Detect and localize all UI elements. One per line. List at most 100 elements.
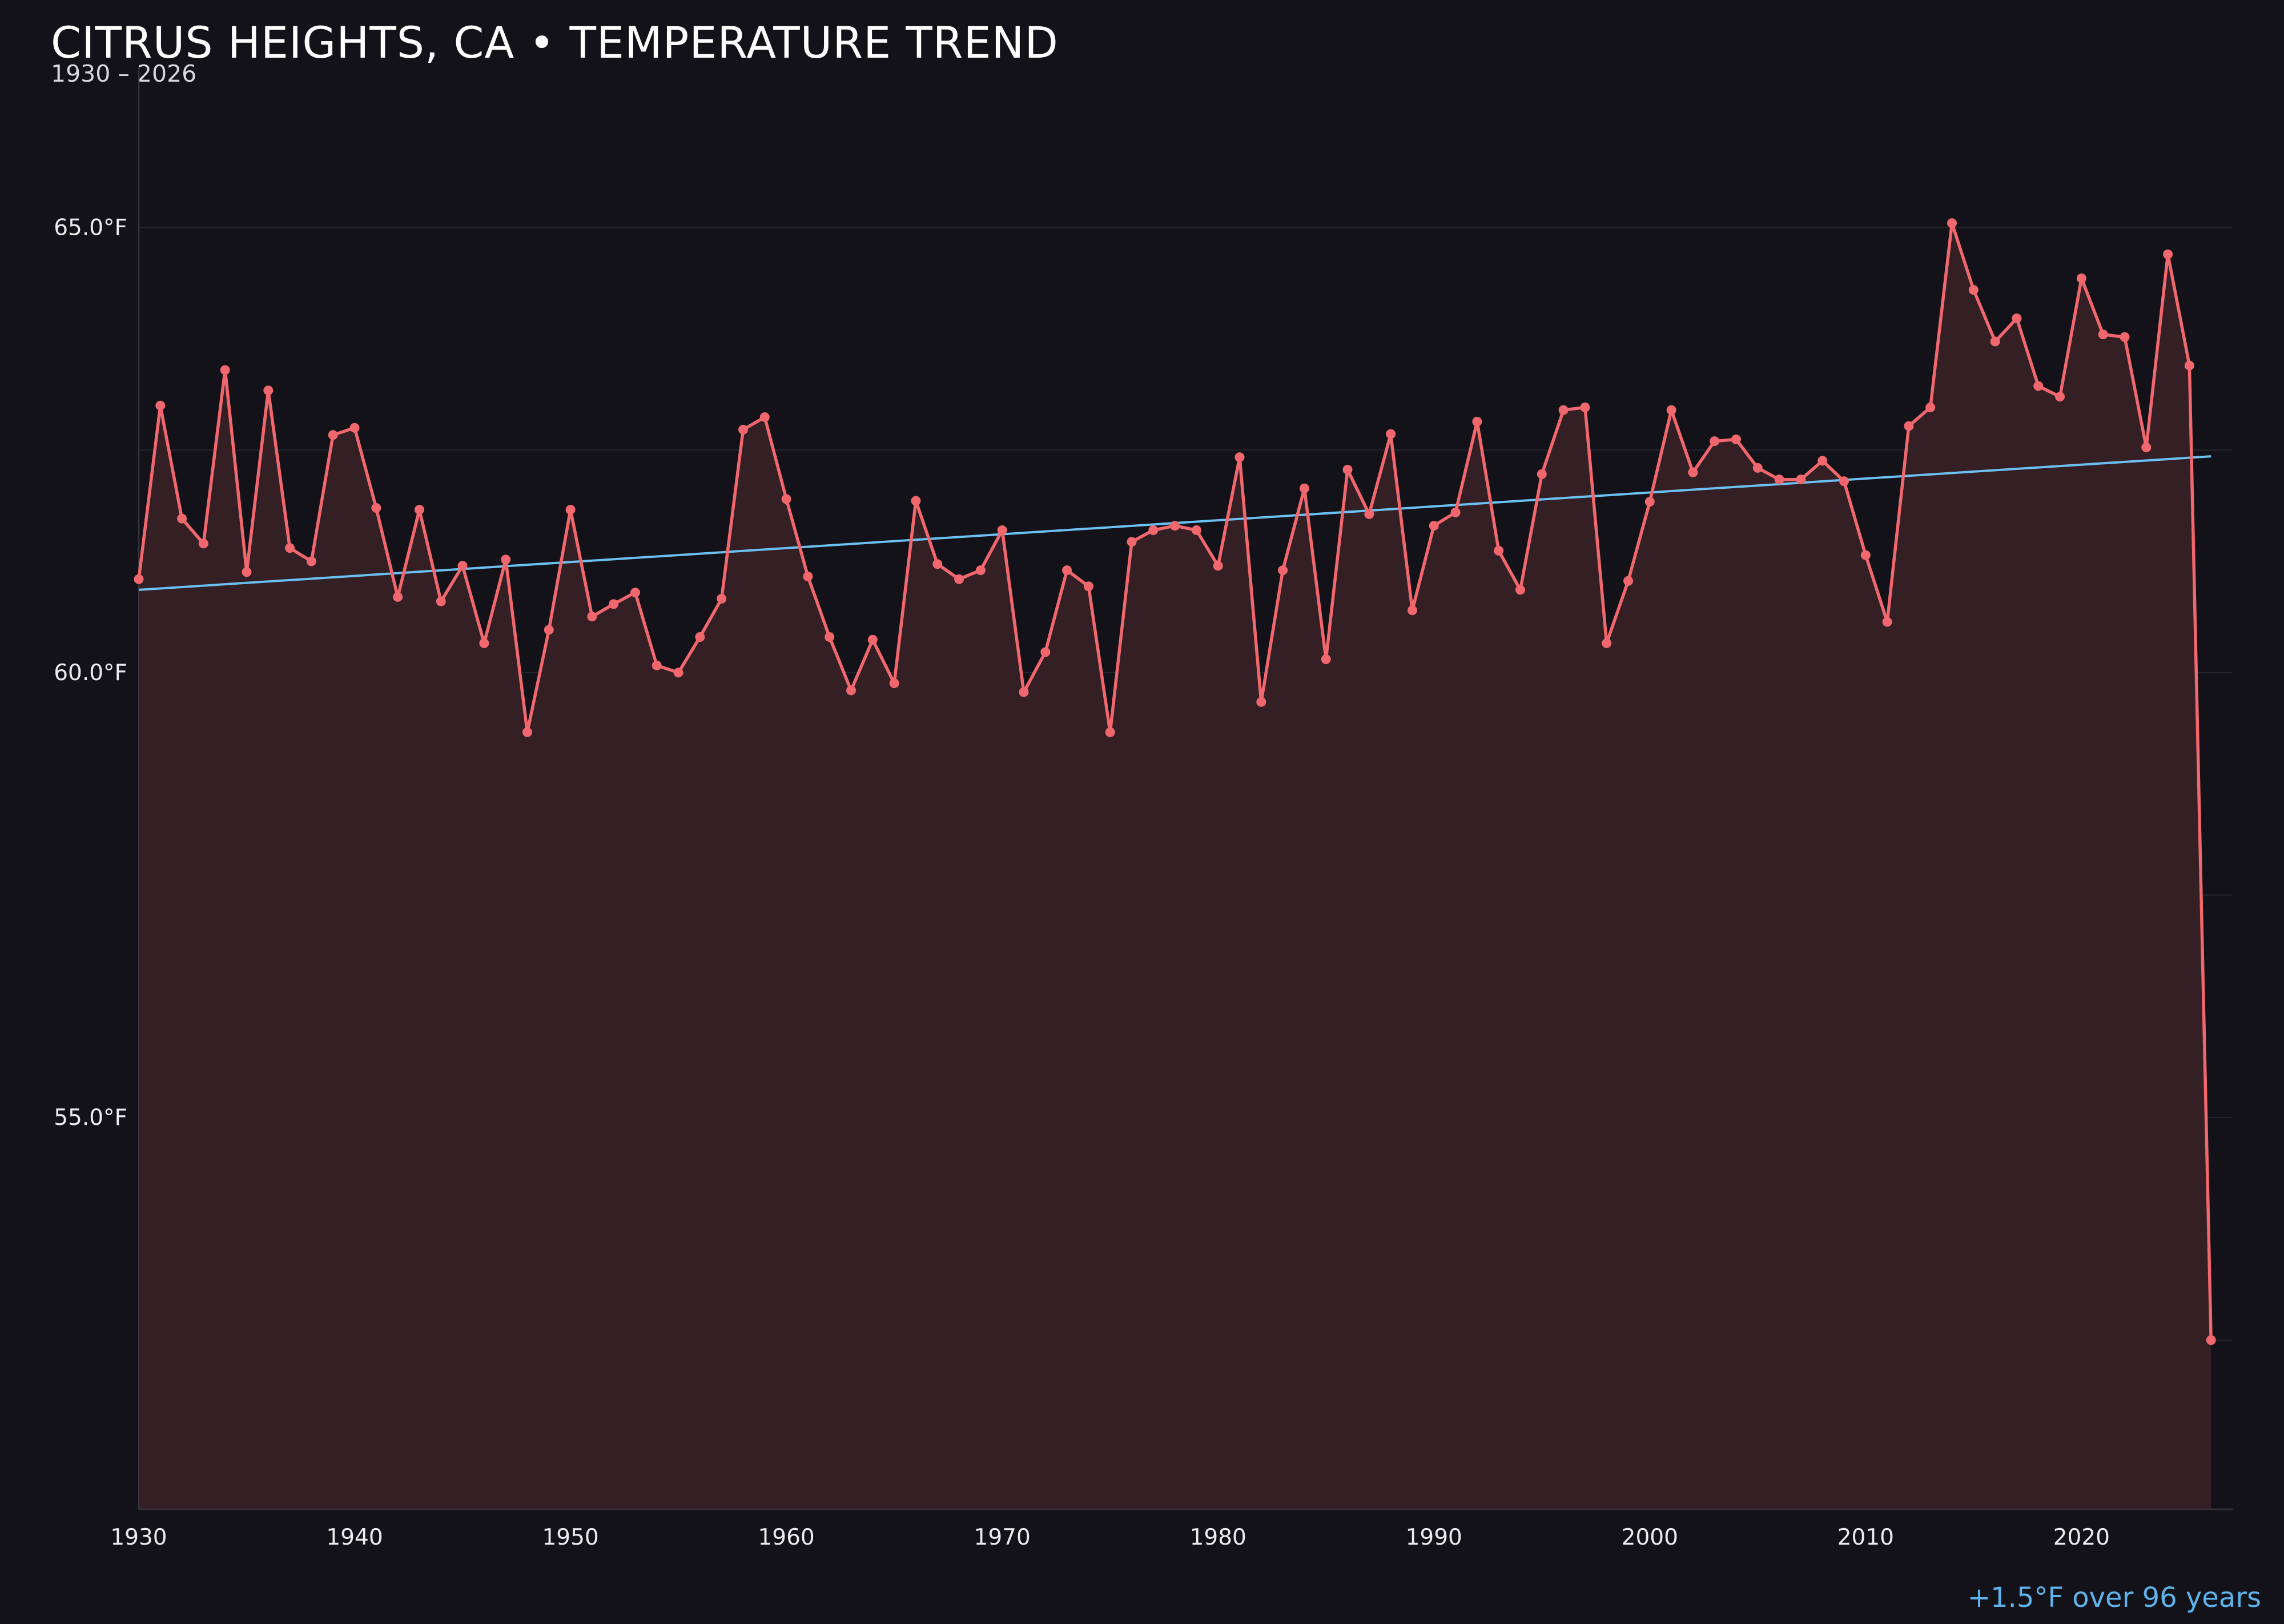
data-point-2019 [2055, 392, 2065, 402]
data-point-1960 [781, 494, 791, 504]
data-point-1962 [825, 632, 835, 642]
data-point-1933 [198, 538, 208, 549]
data-points [134, 218, 2216, 1345]
data-point-1998 [1602, 638, 1612, 648]
data-point-1938 [306, 556, 316, 566]
data-point-1946 [479, 638, 489, 648]
data-point-1999 [1623, 576, 1633, 586]
data-point-1930 [134, 574, 144, 584]
data-point-1972 [1040, 647, 1051, 657]
data-point-1982 [1256, 697, 1266, 707]
data-point-1951 [587, 612, 597, 622]
x-tick-label: 2010 [1837, 1525, 1894, 1550]
x-tick-label: 2020 [2053, 1525, 2110, 1550]
data-point-2026 [2206, 1335, 2216, 1345]
data-point-1968 [954, 574, 964, 584]
data-point-1975 [1105, 727, 1115, 737]
data-point-1948 [522, 727, 532, 737]
data-point-2000 [1644, 497, 1655, 507]
data-point-1995 [1537, 469, 1547, 479]
data-point-1967 [932, 559, 943, 569]
data-point-2002 [1688, 467, 1698, 477]
data-point-1932 [177, 513, 187, 524]
area-fill-layer [139, 223, 2211, 1509]
data-point-1943 [414, 505, 424, 515]
data-point-1954 [652, 660, 662, 670]
data-point-1992 [1472, 416, 1482, 427]
data-point-1949 [544, 625, 554, 635]
data-point-1937 [285, 543, 295, 553]
chart-subtitle: 1930 – 2026 [51, 60, 197, 87]
x-tick-label: 1980 [1190, 1525, 1246, 1550]
data-point-1945 [457, 561, 468, 571]
data-point-1969 [975, 565, 986, 576]
data-point-2005 [1752, 463, 1763, 473]
data-point-1966 [911, 496, 921, 506]
y-tick-label: 65.0°F [54, 215, 127, 241]
data-point-1974 [1083, 581, 1093, 592]
data-point-2004 [1731, 435, 1742, 445]
data-point-1990 [1429, 521, 1439, 531]
data-point-2016 [1990, 336, 2000, 347]
data-point-2003 [1710, 436, 1720, 447]
data-point-1935 [242, 567, 252, 577]
data-point-2018 [2033, 381, 2044, 391]
data-point-1953 [630, 588, 640, 598]
data-point-2012 [1904, 421, 1914, 431]
chart-title: CITRUS HEIGHTS, CA • TEMPERATURE TREND [51, 17, 1059, 68]
data-point-1944 [436, 596, 446, 606]
data-point-1988 [1386, 429, 1396, 439]
data-point-2023 [2141, 443, 2152, 453]
data-point-2021 [2098, 329, 2108, 340]
data-point-2013 [1925, 402, 1936, 412]
data-point-1993 [1494, 545, 1504, 556]
data-point-2015 [1968, 285, 1979, 295]
data-point-1996 [1558, 405, 1569, 415]
x-tick-label: 2000 [1622, 1525, 1678, 1550]
x-tick-label: 1990 [1406, 1525, 1462, 1550]
data-point-1997 [1580, 402, 1590, 412]
data-point-1940 [349, 423, 360, 433]
data-point-1978 [1170, 521, 1180, 531]
data-point-2014 [1947, 218, 1957, 228]
x-tick-label: 1970 [974, 1525, 1031, 1550]
data-point-1987 [1364, 509, 1374, 519]
data-point-2001 [1666, 405, 1676, 415]
data-point-1959 [759, 412, 770, 423]
data-point-2009 [1839, 476, 1849, 487]
data-point-1991 [1450, 507, 1461, 517]
data-point-1952 [609, 599, 619, 609]
data-point-1956 [695, 632, 705, 642]
data-point-1986 [1342, 465, 1353, 475]
data-point-1981 [1235, 452, 1245, 463]
data-point-1958 [738, 424, 749, 435]
data-point-2006 [1774, 475, 1784, 485]
trend-summary-label: +1.5°F over 96 years [1967, 1582, 2261, 1614]
data-point-1931 [155, 400, 166, 411]
x-tick-label: 1940 [326, 1525, 383, 1550]
data-point-1984 [1299, 483, 1309, 493]
data-point-2024 [2163, 249, 2173, 259]
data-point-1976 [1127, 537, 1137, 547]
x-tick-label: 1960 [758, 1525, 814, 1550]
axes [138, 67, 2233, 1510]
data-point-2017 [2012, 313, 2022, 324]
data-point-2011 [1882, 617, 1892, 627]
data-point-2007 [1796, 475, 1806, 485]
x-tick-label: 1950 [542, 1525, 598, 1550]
data-point-1977 [1148, 525, 1159, 535]
data-point-1973 [1062, 565, 1072, 576]
data-point-2020 [2076, 273, 2086, 283]
data-point-1971 [1019, 687, 1029, 697]
y-tick-label: 55.0°F [54, 1105, 127, 1131]
data-point-2008 [1817, 456, 1828, 466]
data-point-1979 [1191, 525, 1201, 535]
data-point-1942 [393, 592, 403, 602]
data-point-1964 [867, 634, 878, 645]
data-point-1957 [717, 594, 727, 604]
data-point-1985 [1321, 654, 1331, 664]
y-axis-tick-labels: 55.0°F 60.0°F 65.0°F [54, 215, 127, 1131]
data-point-1934 [220, 365, 230, 375]
data-point-1965 [889, 678, 899, 689]
